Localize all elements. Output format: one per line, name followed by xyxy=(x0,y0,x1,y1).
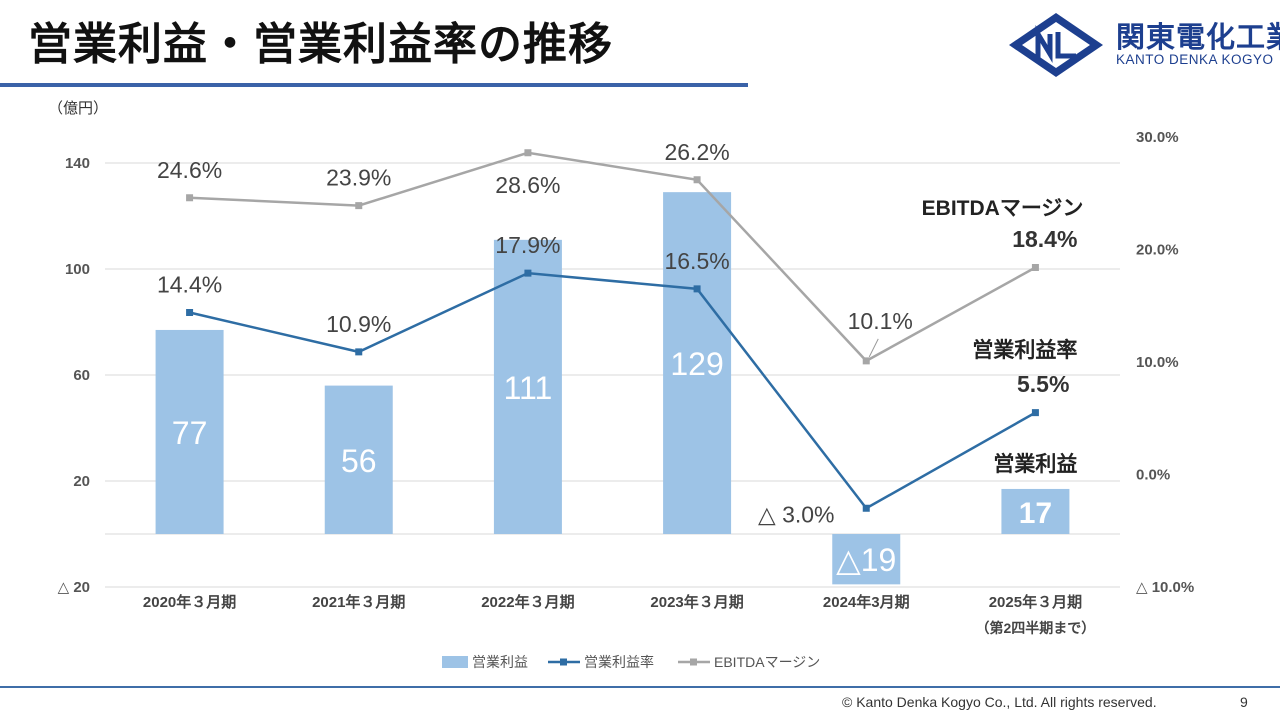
operating-margin-point xyxy=(862,504,870,512)
operating-margin-point xyxy=(693,285,701,293)
page-number: 9 xyxy=(1240,694,1248,710)
operating-margin-line xyxy=(189,271,1037,510)
annotation-ebitda-value: 18.4% xyxy=(1012,226,1077,252)
ebitda-margin-label: 28.6% xyxy=(495,172,560,198)
ebitda-margin-label: 10.1% xyxy=(848,308,913,334)
bar-operating-profit xyxy=(663,192,732,534)
right-tick-label: 10.0% xyxy=(1136,354,1179,371)
ebitda-margin-point xyxy=(355,202,363,210)
legend-marker-ebitda xyxy=(690,658,697,666)
bar-value-label: 77 xyxy=(172,415,208,451)
operating-margin-label: 10.9% xyxy=(326,311,391,337)
ebitda-margin-point xyxy=(186,194,194,202)
company-logo: 関東電化工業 KANTO DENKA KOGYO xyxy=(1006,10,1280,80)
left-tick-label: 100 xyxy=(65,261,90,278)
category-label: 2025年３月期 xyxy=(989,593,1082,611)
unit-label: （億円） xyxy=(48,100,108,117)
ebitda-margin-point xyxy=(524,149,532,157)
left-tick-label: 20 xyxy=(73,473,90,490)
category-note: （第2四半期まで） xyxy=(976,620,1096,636)
annotation-rate-value: 5.5% xyxy=(1017,371,1069,397)
right-tick-label: 20.0% xyxy=(1136,242,1179,259)
category-label: 2023年３月期 xyxy=(650,593,743,611)
logo-diamond-icon xyxy=(1009,13,1103,77)
bar-value-label: 111 xyxy=(504,370,553,406)
ebitda-margin-point xyxy=(1031,264,1039,271)
ebitda-margin-label: 23.9% xyxy=(326,165,391,191)
page-title: 営業利益・営業利益率の推移 xyxy=(28,19,613,70)
logo-company-name-en: KANTO DENKA KOGYO xyxy=(1116,52,1274,67)
operating-margin-label: 16.5% xyxy=(664,248,729,274)
category-label: 2021年３月期 xyxy=(312,593,405,611)
bar-operating-profit xyxy=(493,239,562,534)
annotation-rate-title: 営業利益率 xyxy=(972,338,1077,362)
legend-label: EBITDAマージン xyxy=(714,654,820,670)
footer-rule xyxy=(0,686,1280,688)
operating-margin-label: △ 3.0% xyxy=(758,501,835,527)
ebitda-margin-point xyxy=(862,357,870,365)
logo-company-name: 関東電化工業 xyxy=(1116,20,1280,54)
category-label: 2020年３月期 xyxy=(143,593,236,611)
annotation-ebitda-title: EBITDAマージン xyxy=(922,197,1084,220)
left-tick-label: 140 xyxy=(65,155,90,172)
legend-label: 営業利益 xyxy=(472,654,528,670)
ebitda-margin-label: 24.6% xyxy=(157,157,222,183)
operating-margin-point xyxy=(355,348,363,356)
left-tick-label: 60 xyxy=(73,367,90,384)
left-tick-label: △ 20 xyxy=(58,579,90,596)
bar-operating-profit xyxy=(155,329,224,534)
legend-label: 営業利益率 xyxy=(584,654,654,670)
legend-marker-rate xyxy=(560,658,567,666)
legend-swatch-bar xyxy=(442,656,468,668)
right-tick-label: 30.0% xyxy=(1136,129,1179,146)
profit-chart: （億円） 140 100 60 20 △ 20 30.0% 20.0% 10.0% 0.0% △ 1… xyxy=(48,100,1194,670)
operating-margin-label: 17.9% xyxy=(495,232,560,258)
title-underline xyxy=(0,83,748,87)
ebitda-margin-line xyxy=(189,151,1037,363)
operating-margin-point xyxy=(524,269,532,277)
bar-value-label: 17 xyxy=(1019,497,1052,530)
bar-operating-profit xyxy=(324,385,393,534)
bar-value-label: 129 xyxy=(670,346,723,382)
bar-value-label: △19 xyxy=(836,542,896,578)
operating-margin-point xyxy=(1031,409,1039,417)
bar-operating-profit xyxy=(1001,488,1070,534)
right-tick-label: △ 10.0% xyxy=(1136,579,1194,596)
ebitda-leader-line xyxy=(868,338,879,358)
annotation-profit-title: 営業利益 xyxy=(993,452,1077,476)
ebitda-margin-label: 26.2% xyxy=(664,139,729,165)
operating-margin-label: 14.4% xyxy=(157,272,222,298)
category-label: 2024年3月期 xyxy=(823,593,910,611)
right-tick-label: 0.0% xyxy=(1136,467,1170,484)
operating-margin-point xyxy=(186,309,194,316)
bar-value-label: 56 xyxy=(341,443,377,479)
footer-copyright: © Kanto Denka Kogyo Co., Ltd. All rights… xyxy=(842,694,1157,710)
bar-operating-profit xyxy=(832,534,901,585)
ebitda-margin-point xyxy=(693,176,701,184)
category-label: 2022年３月期 xyxy=(481,593,574,611)
